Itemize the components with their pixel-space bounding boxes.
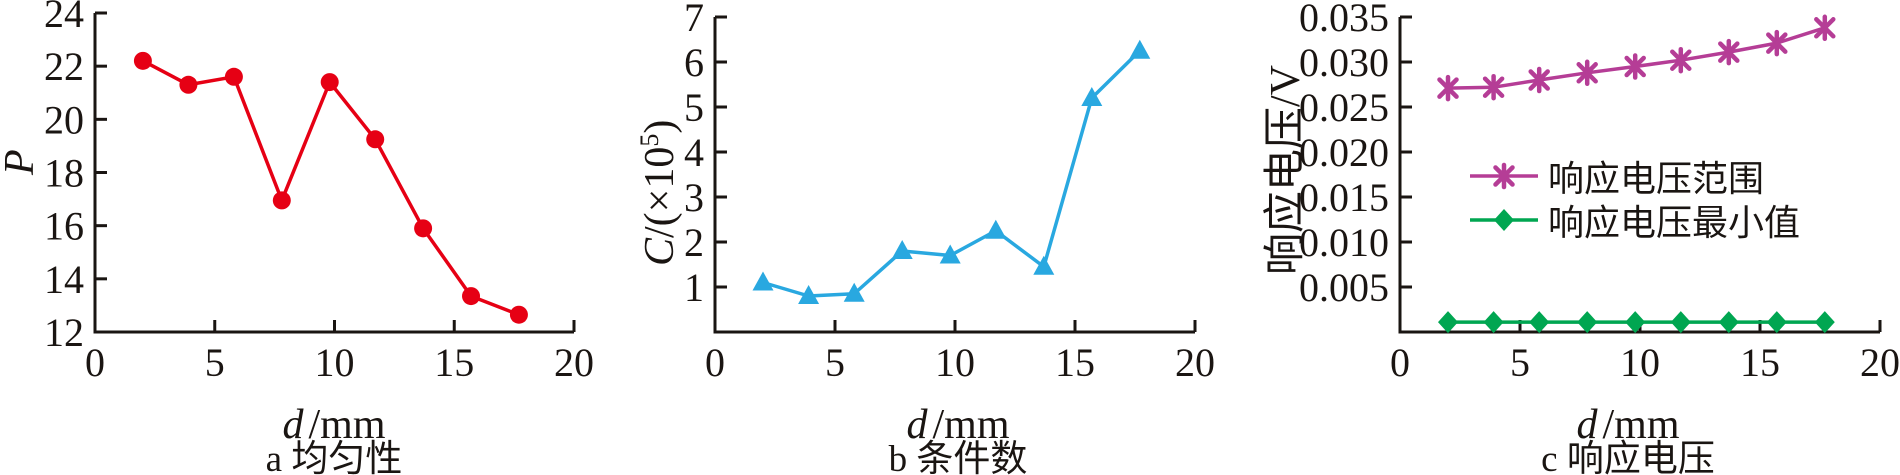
svg-text:16: 16 <box>44 204 84 249</box>
svg-text:10: 10 <box>935 340 975 385</box>
svg-text:0: 0 <box>705 340 725 385</box>
svg-text:5: 5 <box>1510 340 1530 385</box>
svg-text:0.030: 0.030 <box>1299 40 1389 85</box>
svg-text:20: 20 <box>1175 340 1215 385</box>
svg-text:15: 15 <box>1740 340 1780 385</box>
legend-label-voltage-range: 响应电压范围 <box>1548 159 1765 199</box>
svg-text:10: 10 <box>315 340 355 385</box>
series-markers-0 <box>1437 14 1836 102</box>
x-label-unit: /mm <box>308 402 386 448</box>
axes <box>713 15 1197 334</box>
chart-c-canvas: 0 5 10 15 20 0.0050.0100.0150.0200.0250.0300.… <box>1299 0 1900 385</box>
panel-b-x-axis-label: d/mm <box>758 402 1158 448</box>
svg-text:3: 3 <box>684 175 704 220</box>
x-label-unit: /mm <box>932 402 1010 448</box>
x-label-unit: /mm <box>1602 402 1680 448</box>
tick-labels: 0 5 10 15 20 0.0050.0100.0150.0200.0250.0300.… <box>1299 0 1900 385</box>
svg-text:20: 20 <box>1860 340 1900 385</box>
svg-text:5: 5 <box>205 340 225 385</box>
panel-c-response-voltage: 0 5 10 15 20 0.005 0.010 0.015 0.020 0.025 0.030 0.… <box>1263 0 1900 475</box>
panel-a-x-axis-label: d/mm <box>134 402 534 448</box>
y-label-italic-symbol: P <box>0 149 43 175</box>
panel-c-x-axis-label: d/mm <box>1428 402 1828 448</box>
svg-text:0.020: 0.020 <box>1299 130 1389 175</box>
series-markers-1 <box>1438 311 1835 334</box>
svg-text:0.035: 0.035 <box>1299 0 1389 40</box>
svg-text:1: 1 <box>684 265 704 310</box>
svg-text:15: 15 <box>1055 340 1095 385</box>
svg-text:20: 20 <box>554 340 594 385</box>
x-label-italic-symbol: d <box>1576 402 1598 448</box>
svg-text:10: 10 <box>1620 340 1660 385</box>
panel-c-caption: c 响应电压 <box>1541 439 1715 475</box>
panel-c-y-axis-label: 响应电压/V <box>1263 64 1309 275</box>
svg-text:24: 24 <box>44 0 84 36</box>
legend-label-voltage-min: 响应电压最小值 <box>1548 203 1801 243</box>
legend-item-voltage-range: 响应电压范围 <box>1470 154 1800 199</box>
svg-text:0.025: 0.025 <box>1299 85 1389 130</box>
panel-a-caption: a 均匀性 <box>265 439 403 475</box>
svg-text:22: 22 <box>44 44 84 89</box>
legend: 响应电压范围 响应电压最小值 <box>1470 154 1800 243</box>
panel-a-uniformity: 0 5 10 15 20 12 14 16 18 20 22 24 P d/mm a 均匀性 <box>0 0 633 475</box>
panel-b-condition-number: 0 5 10 15 20 1 2 3 4 5 6 7 C/(×105) d/mm b 条件数 <box>633 0 1266 475</box>
series-line-0 <box>141 59 521 317</box>
svg-text:20: 20 <box>44 97 84 142</box>
panel-a-y-axis-label: P <box>0 149 45 175</box>
svg-text:15: 15 <box>434 340 474 385</box>
svg-text:7: 7 <box>684 0 704 40</box>
svg-text:18: 18 <box>44 151 84 196</box>
svg-text:5: 5 <box>684 85 704 130</box>
svg-text:5: 5 <box>825 340 845 385</box>
panel-b-y-axis-label: C/(×105) <box>625 120 683 266</box>
chart-a-canvas: 0 5 10 15 20 12 14 16 18 20 22 24 <box>44 0 594 385</box>
svg-text:14: 14 <box>44 257 84 302</box>
svg-text:6: 6 <box>684 40 704 85</box>
axes <box>93 11 576 334</box>
legend-item-voltage-min: 响应电压最小值 <box>1470 198 1800 243</box>
svg-text:4: 4 <box>684 130 704 175</box>
svg-text:0.015: 0.015 <box>1299 175 1389 220</box>
svg-text:0.010: 0.010 <box>1299 220 1389 265</box>
series-markers-0 <box>752 39 1151 304</box>
legend-diamond-line-icon <box>1470 209 1538 231</box>
x-label-italic-symbol: d <box>906 402 928 448</box>
y-label-unit-pre: /(×10 <box>637 146 683 238</box>
legend-asterisk-line-icon <box>1470 162 1538 190</box>
y-label-unit-post: ) <box>637 119 683 134</box>
tick-labels: 0 5 10 15 20 12 14 16 18 20 22 24 <box>44 0 594 385</box>
series-markers-0 <box>133 51 528 324</box>
y-label-exponent: 5 <box>635 133 664 147</box>
panel-b-caption: b 条件数 <box>888 439 1028 475</box>
svg-text:0: 0 <box>1390 340 1410 385</box>
svg-text:12: 12 <box>44 310 84 355</box>
svg-text:2: 2 <box>684 220 704 265</box>
x-label-italic-symbol: d <box>282 402 304 448</box>
y-label-italic-symbol: C <box>637 237 683 266</box>
svg-text:0: 0 <box>85 340 105 385</box>
svg-text:0.005: 0.005 <box>1299 265 1389 310</box>
